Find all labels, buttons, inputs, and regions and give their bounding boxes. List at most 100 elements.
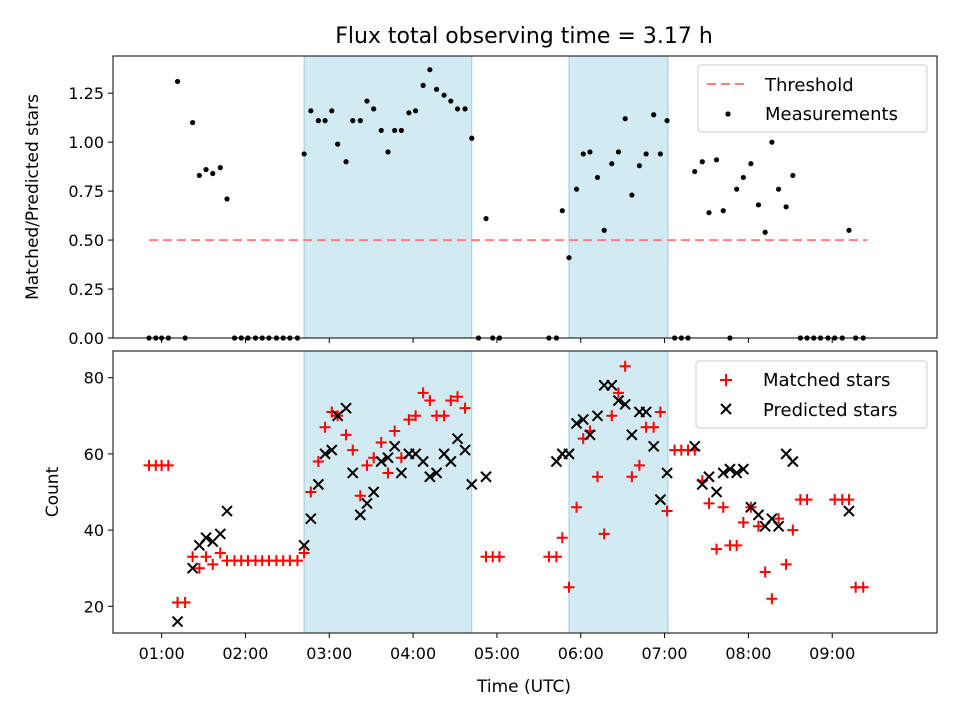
matched-star-point <box>438 410 450 422</box>
measurement-point <box>657 151 663 157</box>
x-tick-label: 04:00 <box>390 644 436 663</box>
matched-star-point <box>193 562 205 574</box>
measurement-point <box>224 196 230 202</box>
predicted-star-point <box>171 615 184 628</box>
measurement-point <box>308 108 314 114</box>
count-plot-frame <box>112 350 938 634</box>
measurement-point <box>734 186 740 192</box>
measurement-point <box>580 151 586 157</box>
predicted-star-point <box>606 379 618 392</box>
predicted-star-point <box>591 410 604 422</box>
measurement-point <box>615 149 622 155</box>
matched-star-point <box>780 558 792 570</box>
predicted-star-point <box>375 455 387 468</box>
predicted-star-point <box>445 455 457 468</box>
x-tick-label: 06:00 <box>558 644 604 663</box>
matched-star-point <box>298 547 310 559</box>
predicted-star-point <box>550 455 563 468</box>
ratio-legend: Threshold Measurements <box>697 64 928 133</box>
ratio-shaded-intervals <box>303 55 669 339</box>
measurement-point <box>846 227 852 233</box>
matched-star-point <box>703 497 715 509</box>
predicted-star-point <box>724 463 736 475</box>
matched-star-point <box>319 421 331 433</box>
predicted-star-point <box>710 486 723 498</box>
measurement-point <box>790 172 796 179</box>
matched-star-point <box>403 414 415 426</box>
matched-star-point <box>759 566 771 578</box>
legend-predicted-swatch <box>720 403 732 415</box>
predicted-star-point <box>717 467 729 479</box>
predicted-star-point <box>354 509 366 521</box>
legend-matched-swatch <box>720 374 732 386</box>
measurement-point <box>371 106 377 112</box>
matched-star-point <box>606 410 618 422</box>
matched-star-point <box>312 456 324 468</box>
measurement-point <box>740 174 746 181</box>
measurement-point <box>720 208 726 214</box>
predicted-star-point <box>577 413 589 426</box>
measurement-point <box>448 98 454 104</box>
matched-star-point <box>354 490 366 502</box>
predicted-star-point <box>689 440 701 452</box>
predicted-star-point <box>221 505 233 517</box>
matched-star-point <box>493 551 505 563</box>
matched-star-point <box>857 581 869 593</box>
count-legend-box <box>695 360 928 429</box>
x-tick-label: 02:00 <box>222 644 268 663</box>
measurement-point <box>643 151 649 157</box>
matched-star-point <box>563 581 575 593</box>
measurement-point <box>636 163 643 169</box>
count-data-marks <box>143 360 869 628</box>
matched-star-point <box>717 501 729 513</box>
predicted-star-point <box>843 505 855 517</box>
matched-star-point <box>654 406 666 418</box>
predicted-star-point <box>430 467 443 479</box>
measurement-point <box>775 186 782 192</box>
measurement-point <box>762 229 768 235</box>
matched-star-point <box>417 387 429 399</box>
predicted-star-point <box>312 478 325 491</box>
predicted-star-point <box>451 432 464 445</box>
x-tick-label: 09:00 <box>809 644 855 663</box>
matched-star-point <box>326 406 338 418</box>
measurement-point <box>433 86 440 92</box>
measurement-point <box>322 118 328 124</box>
matched-star-point <box>787 524 799 536</box>
measurement-point <box>769 139 775 145</box>
predicted-star-point <box>772 520 785 533</box>
measurement-point <box>217 165 223 171</box>
measurement-point <box>406 110 412 116</box>
matched-star-point <box>612 387 624 399</box>
y-tick-label: 0.00 <box>68 329 104 348</box>
matched-star-point <box>347 444 359 456</box>
matched-star-point <box>633 459 645 471</box>
matched-star-point <box>410 410 422 422</box>
predicted-star-point <box>654 493 667 506</box>
matched-star-point <box>731 539 743 551</box>
measurement-point <box>350 118 356 124</box>
matched-star-point <box>598 528 610 540</box>
shaded-interval <box>568 55 669 339</box>
measurement-point <box>699 159 705 165</box>
ratio-plot-frame <box>112 55 938 339</box>
measurement-point <box>385 149 391 155</box>
measurement-point <box>706 210 712 216</box>
measurement-point <box>364 98 370 104</box>
x-tick-label: 01:00 <box>139 644 185 663</box>
measurement-point <box>210 170 216 177</box>
measurement-point <box>427 67 433 73</box>
y-tick-label: 1.25 <box>68 84 104 103</box>
measurement-point <box>587 149 593 155</box>
matched-star-point <box>711 543 723 555</box>
matched-star-point <box>389 425 401 437</box>
matched-star-point <box>424 395 436 407</box>
matched-star-point <box>661 505 673 517</box>
y-tick-label: 60 <box>84 445 104 464</box>
ratio-legend-box <box>697 64 928 133</box>
measurement-point <box>398 127 404 134</box>
predicted-star-point <box>347 467 359 479</box>
predicted-star-point <box>367 486 380 498</box>
predicted-star-point <box>361 497 373 510</box>
matched-star-point <box>375 436 387 448</box>
